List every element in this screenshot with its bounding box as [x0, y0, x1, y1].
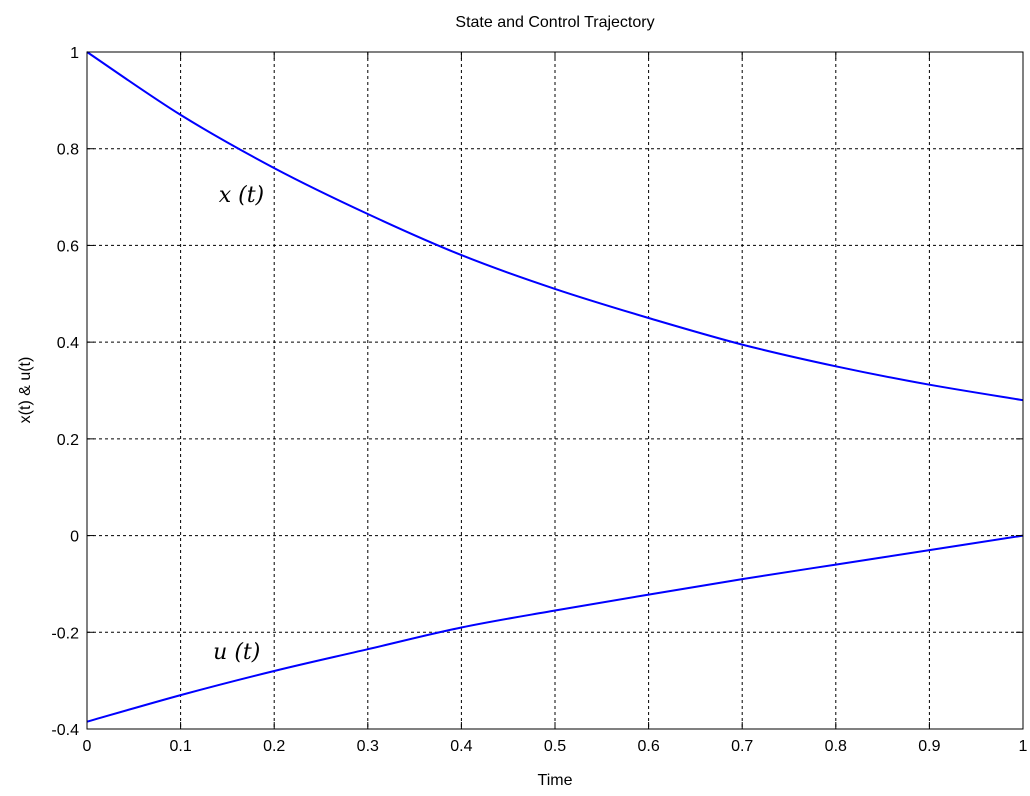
x-tick-label: 0.1	[169, 738, 191, 755]
y-tick-label: 0.8	[57, 142, 79, 159]
y-axis-label: x(t) & u(t)	[17, 357, 34, 424]
y-tick-label: 0.6	[57, 238, 79, 255]
x-axis-label: Time	[538, 772, 573, 789]
y-tick-label: 0.4	[57, 335, 79, 352]
x-tick-label: 0.8	[825, 738, 847, 755]
u-series-line	[86, 534, 1024, 723]
y-tick-label: -0.2	[51, 625, 79, 642]
u-series-label: u (t)	[213, 640, 260, 665]
x-tick-label: 0.3	[357, 738, 379, 755]
x-tick-label: 1	[1019, 738, 1028, 755]
x-tick-label: 0.2	[263, 738, 285, 755]
x-tick-label: 0.7	[731, 738, 753, 755]
x-tick-label: 0	[83, 738, 92, 755]
x-tick-label: 0.5	[544, 738, 566, 755]
series-labels: x (t) u (t)	[213, 183, 264, 665]
series-lines	[86, 51, 1024, 723]
y-tick-label: -0.4	[51, 722, 79, 739]
x-series-label: x (t)	[219, 183, 264, 208]
y-tick-label: 1	[70, 45, 79, 62]
y-tick-label: 0.2	[57, 432, 79, 449]
x-series-line	[86, 51, 1024, 402]
grid	[87, 52, 1023, 729]
x-tick-label: 0.9	[918, 738, 940, 755]
x-tick-label: 0.6	[637, 738, 659, 755]
y-tick-label: 0	[70, 529, 79, 546]
x-tick-label: 0.4	[450, 738, 472, 755]
chart-title: State and Control Trajectory	[455, 14, 654, 31]
axis-ticks: 0 0.1 0.2 0.3 0.4 0.5 0.6 0.7 0.8 0.9 1 -0.4 -0.2 0 0.…	[51, 45, 1027, 755]
